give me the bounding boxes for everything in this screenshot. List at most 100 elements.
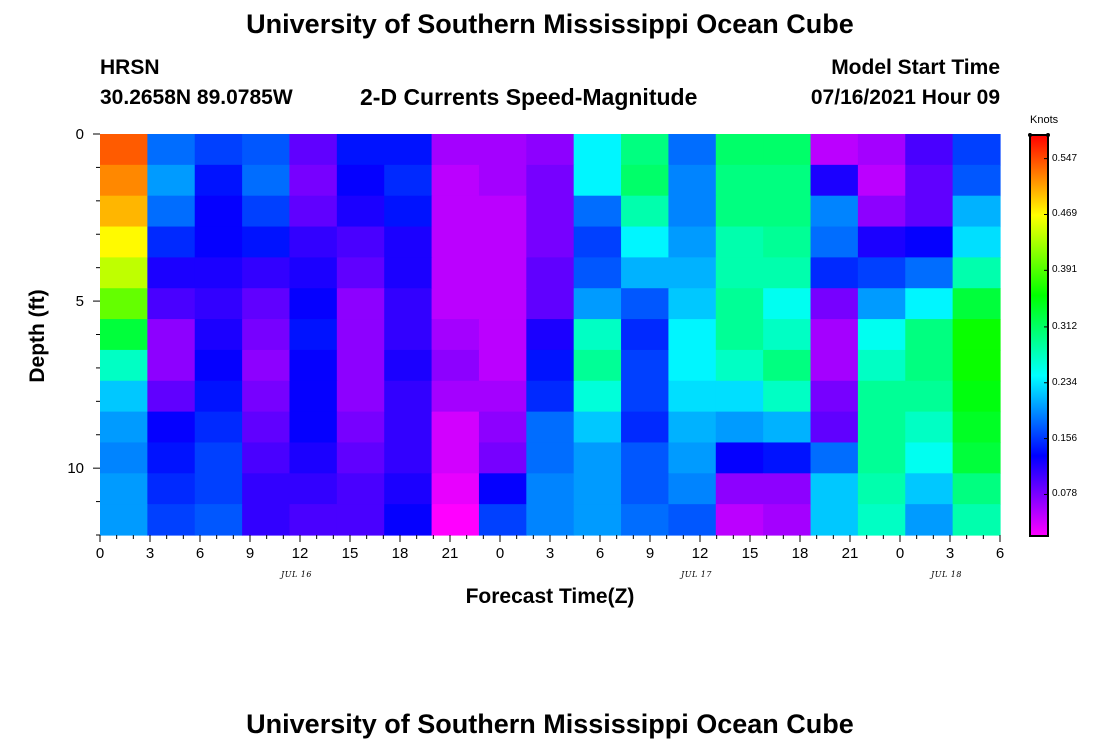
heatmap-cell [147,411,196,444]
heatmap-cell [431,473,480,505]
heatmap-cell [715,288,764,320]
heatmap-cell [100,380,148,413]
heatmap-cell [100,226,148,258]
heatmap-cell [431,380,480,413]
heatmap-cell [810,349,859,382]
x-tick-label: 0 [495,545,505,562]
heatmap-cell [384,226,433,258]
heatmap-cell [621,473,670,505]
heatmap-cell [242,288,291,320]
colorbar-tick-label: 0.156 [1052,432,1078,444]
y-tick-label: 10 [67,460,84,477]
heatmap-cell [952,134,1001,166]
heatmap-cell [384,380,433,413]
x-tick-label: 15 [341,545,359,562]
heatmap-cell [100,257,148,289]
heatmap-cell [100,288,148,320]
heatmap-cell [952,442,1001,474]
heatmap-cell [431,164,480,197]
x-tick-label: 6 [595,545,605,562]
heatmap-cell [336,504,385,536]
heatmap-cell [431,319,480,351]
heatmap-cell [478,134,527,166]
x-axis-label: Forecast Time(Z) [465,585,635,608]
heatmap-cell [715,257,764,289]
heatmap-cell [431,411,480,444]
heatmap-cell [668,226,717,258]
x-tick-label: 15 [741,545,759,562]
heatmap-cell [621,349,670,382]
heatmap-cell [242,319,291,351]
heatmap-cell [194,380,243,413]
colorbar-ramp [1029,134,1049,537]
heatmap-cell [905,380,954,413]
heatmap-cell [384,288,433,320]
heatmap-cell [952,257,1001,289]
heatmap-cell [621,226,670,258]
heatmap-cell [857,164,906,197]
heatmap-cell [810,442,859,474]
heatmap-cell [668,411,717,444]
x-tick-label: 3 [145,545,155,562]
heatmap-cell [478,164,527,197]
heatmap-cell [336,195,385,228]
heatmap-cell [289,442,338,474]
heatmap-cell [100,411,148,444]
heatmap-cell [810,473,859,505]
heatmap-cell [478,504,527,536]
heatmap-cell [478,380,527,413]
heatmap-cell [763,473,812,505]
heatmap-cell [573,195,622,228]
heatmap-cell [905,257,954,289]
heatmap-cell [242,134,291,166]
chart-title: 2-D Currents Speed-Magnitude [360,84,698,110]
heatmap-cell [668,257,717,289]
heatmap-cell [526,164,575,197]
heatmap-cell [905,164,954,197]
heatmap-cell [621,134,670,166]
heatmap-cell [621,195,670,228]
heatmap-cell [526,380,575,413]
heatmap-cell [431,442,480,474]
heatmap-cell [526,257,575,289]
x-tick-label: 3 [545,545,555,562]
heatmap-cell [763,164,812,197]
heatmap-cell [478,473,527,505]
heatmap-cell [573,226,622,258]
colorbar-tick-label: 0.078 [1052,488,1078,500]
heatmap-cell [621,257,670,289]
heatmap-cell [810,164,859,197]
heatmap-cell [905,349,954,382]
heatmap-cell [289,349,338,382]
heatmap-cell [857,411,906,444]
heatmap-cell [668,195,717,228]
heatmap-cell [431,349,480,382]
heatmap-cell [763,349,812,382]
heatmap-cell [763,257,812,289]
heatmap-cell [573,504,622,536]
date-label: JUL 16 [281,570,312,579]
heatmap-cell [621,504,670,536]
heatmap-cell [194,164,243,197]
heatmap-cell [289,473,338,505]
heatmap-cell [194,134,243,166]
heatmap-cell [621,319,670,351]
heatmap-cell [147,442,196,474]
heatmap-cell [952,226,1001,258]
heatmap-cell [242,380,291,413]
heatmap-cell [100,319,148,351]
heatmap-cell [763,411,812,444]
heatmap-cell [526,195,575,228]
heatmap-cell [668,134,717,166]
heatmap-cell [147,195,196,228]
heatmap-cell [857,288,906,320]
heatmap-cell [194,288,243,320]
station-coordinates: 30.2658N 89.0785W [100,86,293,109]
heatmap-cell [100,164,148,197]
heatmap-cell [573,442,622,474]
heatmap-cell [526,134,575,166]
heatmap-cell [336,164,385,197]
heatmap-cell [384,442,433,474]
heatmap-cell [621,164,670,197]
